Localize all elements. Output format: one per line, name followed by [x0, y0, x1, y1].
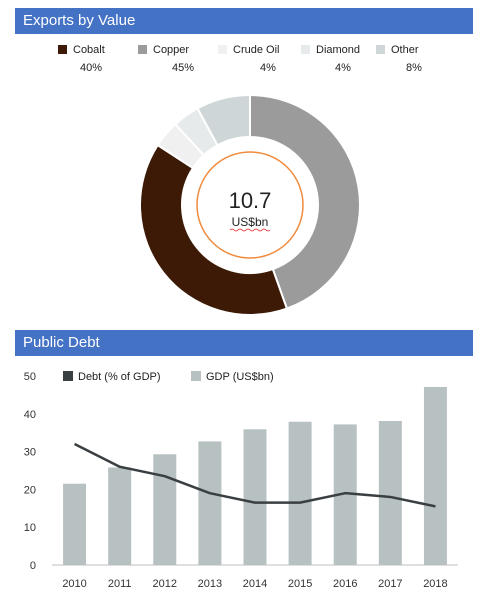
y-tick-label: 10: [24, 522, 36, 534]
y-tick-label: 40: [24, 409, 36, 421]
legend-swatch-crude-oil: [218, 45, 227, 54]
x-tick-label: 2018: [423, 578, 447, 590]
legend-label-debt: Debt (% of GDP): [78, 371, 161, 383]
x-tick-label: 2011: [108, 578, 132, 590]
legend-swatch-copper: [138, 45, 147, 54]
debt-panel-title: Public Debt: [15, 330, 473, 356]
legend-pct-cobalt: 40%: [80, 62, 103, 74]
x-tick-label: 2013: [198, 578, 222, 590]
exports-panel-title: Exports by Value: [15, 8, 473, 34]
x-tick-label: 2016: [333, 578, 357, 590]
legend-pct-crude-oil: 4%: [260, 62, 276, 74]
exports-donut-chart: 10.7 US$bn: [139, 93, 361, 316]
legend-label-gdp: GDP (US$bn): [206, 371, 274, 383]
legend-label-other: Other: [391, 44, 419, 56]
legend-swatch-gdp: [191, 371, 201, 381]
gdp-bar: [288, 421, 312, 565]
legend-label-diamond: Diamond: [316, 44, 361, 56]
donut-center-value: 10.7: [229, 188, 272, 213]
legend-item-diamond: Diamond 4%: [301, 44, 361, 74]
gdp-bar: [423, 386, 447, 565]
debt-line: [73, 442, 436, 508]
donut-center-unit: US$bn: [232, 215, 269, 229]
public-debt-chart: 0 10 20 30 40 50 2010 2011 2012 2013 2014 2015 2016 2…: [24, 371, 458, 590]
legend-pct-diamond: 4%: [335, 62, 351, 74]
gdp-bar: [63, 483, 87, 565]
spellcheck-underline: [229, 228, 271, 232]
legend-swatch-diamond: [301, 45, 310, 54]
y-tick-label: 50: [24, 371, 36, 383]
y-tick-label: 30: [24, 447, 36, 459]
x-tick-label: 2010: [62, 578, 86, 590]
legend-pct-copper: 45%: [172, 62, 195, 74]
legend-swatch-cobalt: [58, 45, 67, 54]
legend-swatch-other: [376, 45, 385, 54]
gdp-bar: [153, 454, 177, 565]
x-tick-label: 2012: [153, 578, 177, 590]
legend-label-copper: Copper: [153, 44, 190, 56]
gdp-bar: [243, 429, 267, 565]
x-tick-label: 2015: [288, 578, 312, 590]
legend-label-cobalt: Cobalt: [73, 44, 105, 56]
legend-item-cobalt: Cobalt 40%: [58, 44, 105, 74]
x-tick-label: 2017: [378, 578, 402, 590]
legend-item-copper: Copper 45%: [138, 44, 194, 74]
donut-center-ring: [196, 151, 304, 259]
exports-legend: Cobalt 40% Copper 45% Crude Oil 4% Diamo…: [58, 44, 438, 84]
legend-label-crude-oil: Crude Oil: [233, 44, 280, 56]
y-tick-label: 0: [30, 560, 36, 572]
gdp-bar: [198, 441, 222, 565]
legend-item-other: Other 8%: [376, 44, 422, 74]
donut-slice-cobalt: [139, 143, 289, 316]
legend-swatch-debt: [63, 371, 73, 381]
gdp-bar: [108, 467, 132, 565]
gdp-bar: [333, 424, 357, 565]
y-tick-label: 20: [24, 484, 36, 496]
x-tick-label: 2014: [243, 578, 267, 590]
legend-pct-other: 8%: [406, 62, 422, 74]
legend-item-crude-oil: Crude Oil 4%: [218, 44, 280, 74]
donut-slice-other: [196, 93, 251, 147]
gdp-bar: [378, 420, 402, 565]
donut-slice-copper: [249, 93, 361, 310]
